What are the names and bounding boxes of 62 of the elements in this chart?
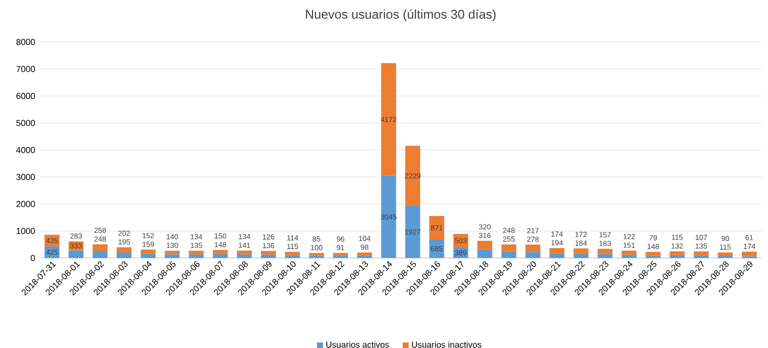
bar xyxy=(188,250,204,254)
bar xyxy=(574,248,588,254)
bar xyxy=(333,252,348,256)
bar xyxy=(670,254,685,258)
bar xyxy=(550,248,564,254)
bar xyxy=(309,252,324,256)
bar xyxy=(285,252,300,255)
bar xyxy=(164,254,180,258)
y-tick-label: 0 xyxy=(30,254,35,262)
bar xyxy=(574,253,588,258)
bar xyxy=(405,206,420,258)
bar xyxy=(140,250,156,254)
y-tick-label: 2000 xyxy=(16,200,35,208)
bar xyxy=(188,254,204,258)
bar xyxy=(92,251,108,258)
bar xyxy=(285,254,300,258)
bar xyxy=(622,254,637,258)
bar xyxy=(477,240,492,250)
bar xyxy=(501,244,516,252)
bar xyxy=(405,146,420,206)
bar xyxy=(718,252,733,256)
bar xyxy=(212,250,228,254)
bar xyxy=(140,254,156,258)
bar xyxy=(646,252,661,256)
bar xyxy=(260,250,276,255)
bar xyxy=(477,249,492,258)
bar xyxy=(598,248,612,254)
bar xyxy=(116,247,132,253)
bar xyxy=(164,250,180,254)
y-tick-label: 4000 xyxy=(16,146,35,154)
bar xyxy=(598,254,612,258)
bar xyxy=(622,250,637,255)
chart-title: Nuevos usuarios (últimos 30 días) xyxy=(306,9,496,22)
bar xyxy=(333,255,348,258)
bar xyxy=(670,251,685,255)
bar xyxy=(92,244,108,252)
bar xyxy=(236,250,252,254)
y-tick-label: 6000 xyxy=(16,92,35,100)
bar xyxy=(68,250,84,258)
legend-label: Usuarios inactivos xyxy=(412,341,482,348)
y-tick-label: 8000 xyxy=(16,38,35,46)
bar xyxy=(525,244,540,252)
legend-label: Usuarios activos xyxy=(326,341,389,348)
bar xyxy=(694,255,709,258)
bar xyxy=(694,251,709,256)
bar xyxy=(742,252,757,256)
bar xyxy=(550,253,564,258)
bar xyxy=(357,255,372,258)
bar xyxy=(357,252,372,256)
y-tick-label: 3000 xyxy=(16,174,35,180)
bar xyxy=(381,63,396,176)
bar xyxy=(525,252,540,258)
bar xyxy=(501,251,516,258)
bar xyxy=(116,252,132,258)
bar xyxy=(381,176,396,258)
bar xyxy=(260,254,276,258)
y-tick-label: 7000 xyxy=(16,66,35,72)
y-tick-label: 5000 xyxy=(16,120,35,126)
bar xyxy=(236,254,252,258)
bar xyxy=(212,254,228,258)
y-tick-label: 1000 xyxy=(16,228,35,234)
bar xyxy=(429,216,444,240)
